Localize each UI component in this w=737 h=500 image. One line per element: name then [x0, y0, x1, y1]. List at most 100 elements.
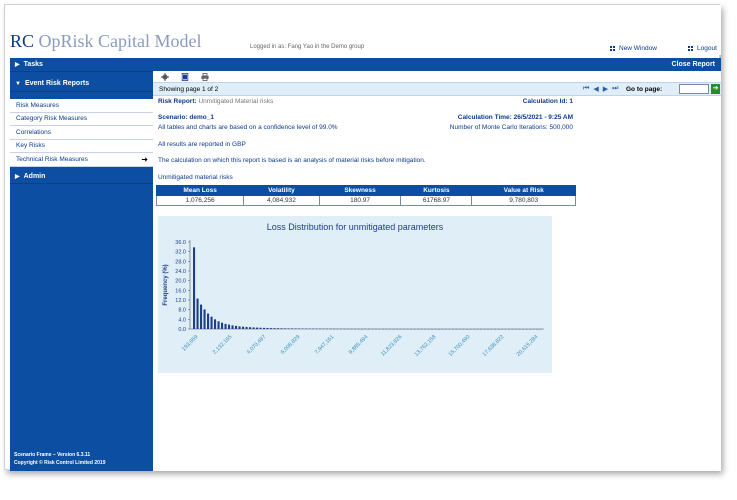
- confidence-text: All tables and charts are based on a con…: [158, 124, 338, 131]
- x-tick-label: 13,762,158: [414, 334, 438, 358]
- sidebar-event-risk-reports[interactable]: ▼ Event Risk Reports: [10, 76, 153, 92]
- close-report-button[interactable]: Close Report: [671, 61, 715, 68]
- x-tick-label: 193,659: [181, 334, 199, 352]
- sidebar-item-label: Category Risk Measures: [16, 115, 88, 123]
- sidebar-item-label: Correlations: [16, 128, 52, 136]
- last-page-icon[interactable]: ⏭: [612, 85, 619, 92]
- stats-value: 1,076,256: [155, 195, 245, 206]
- sidebar-event-risk-reports-label: Event Risk Reports: [24, 80, 90, 87]
- x-tick-label: 17,638,822: [482, 334, 506, 358]
- go-arrow-icon[interactable]: ➔: [711, 84, 720, 94]
- calc-time: Calculation Time: 26/5/2021 - 9:25 AM: [457, 114, 573, 121]
- chart-svg: Loss Distribution for unmitigated parame…: [163, 222, 544, 358]
- chart-bar: [252, 327, 255, 329]
- scenario-text: Scenario: demo_1: [158, 114, 214, 121]
- chart-bar: [284, 328, 287, 329]
- report-topbar: Close Report: [153, 58, 721, 71]
- y-tick-label: 32.0: [175, 250, 186, 256]
- chart-bar: [263, 327, 266, 329]
- chart-bar: [245, 326, 248, 329]
- chart-bar: [242, 326, 245, 329]
- stats-header: Kurtosis: [400, 185, 473, 196]
- chart-bar: [238, 326, 241, 329]
- sidebar-item-label: Key Risks: [16, 142, 45, 150]
- chart-bar: [259, 327, 262, 329]
- sidebar-item-label: Technical Risk Measures: [16, 155, 88, 163]
- chart-bar: [256, 327, 259, 329]
- sidebar-item-category-risk-measures[interactable]: Category Risk Measures: [10, 112, 153, 126]
- sidebar-item-key-risks[interactable]: Key Risks: [10, 139, 153, 153]
- gear-icon[interactable]: [161, 72, 169, 81]
- x-tick-label: 2,132,165: [212, 334, 234, 356]
- sidebar-tasks[interactable]: ▶ Tasks: [10, 58, 153, 72]
- chart-bar: [200, 304, 203, 329]
- stats-value: 61768.97: [400, 195, 473, 206]
- y-tick-label: 28.0: [175, 259, 186, 265]
- logged-in-text: Logged in as: Fang Yao in the Demo group: [250, 44, 365, 50]
- y-tick-label: 36.0: [175, 240, 186, 246]
- x-tick-label: 20,615,284: [516, 334, 540, 358]
- triangle-right-icon: ▶: [15, 62, 20, 68]
- chart-bar: [235, 325, 238, 329]
- logo-title: OpRisk Capital Model: [34, 31, 202, 51]
- goto-label: Go to page:: [626, 86, 663, 93]
- chart-bar: [193, 247, 196, 329]
- chart-bar: [231, 325, 234, 329]
- first-page-icon[interactable]: ⏮: [583, 85, 590, 92]
- logout-link[interactable]: Logout: [688, 45, 717, 52]
- copyright-text: Copyright © Risk Control Limited 2019: [14, 460, 106, 466]
- sidebar-spacer: [10, 92, 153, 99]
- sidebar-tasks-label: Tasks: [23, 61, 43, 68]
- goto-page-input[interactable]: [679, 84, 709, 94]
- stats-value-row: 1,076,256 4,084,932 180.97 61768.97 9,78…: [155, 195, 576, 206]
- logout-icon: [688, 45, 694, 52]
- chart-axes: [189, 240, 544, 330]
- chart-bar: [210, 316, 213, 329]
- sidebar-item-risk-measures[interactable]: Risk Measures: [10, 99, 153, 113]
- logo-prefix: RC: [10, 31, 35, 51]
- stats-value: 4,084,932: [243, 195, 320, 206]
- arrow-right-icon: ➜: [141, 155, 148, 164]
- next-page-icon[interactable]: ▶: [602, 86, 609, 93]
- chart-bar: [266, 327, 269, 329]
- x-tick-label: 4,070,497: [246, 334, 268, 356]
- calc-id: Calculation Id: 1: [522, 98, 573, 105]
- document-icon[interactable]: [181, 72, 189, 81]
- chart-bar: [214, 319, 217, 329]
- main-panel: Close Report Showing page 1 of 2 ⏮ ◀ ▶ ⏭…: [153, 58, 721, 471]
- chart-bar: [228, 324, 231, 329]
- chart-ylabel: Frequency (%): [163, 264, 169, 305]
- print-icon[interactable]: [201, 72, 209, 81]
- chart-bar: [207, 313, 210, 329]
- risk-report-line: Risk Report: Unmitigated Material risks: [158, 98, 273, 105]
- sidebar-item-technical-risk-measures[interactable]: Technical Risk Measures ➜: [10, 153, 153, 167]
- app-window: RC OpRisk Capital Model Logged in as: Fa…: [4, 4, 721, 471]
- sidebar-admin[interactable]: ▶ Admin: [10, 169, 153, 184]
- chart-bar: [203, 309, 206, 329]
- basis-text: The calculation on which this report is …: [158, 157, 426, 164]
- risk-report-label: Risk Report:: [158, 98, 197, 105]
- prev-page-icon[interactable]: ◀: [593, 86, 599, 93]
- y-tick-label: 4.0: [178, 317, 186, 323]
- stats-table: Mean Loss Volatility Skewness Kurtosis V…: [155, 185, 576, 206]
- chart-bar: [277, 328, 280, 329]
- x-tick-label: 15,700,490: [448, 334, 472, 358]
- logout-label: Logout: [697, 45, 717, 52]
- stats-header: Skewness: [318, 185, 402, 196]
- chart-bars: [193, 247, 542, 330]
- sidebar-item-correlations[interactable]: Correlations: [10, 126, 153, 140]
- sidebar: ▶ Tasks ▼ Event Risk Reports Risk Measur…: [10, 58, 153, 471]
- stats-header: Volatility: [243, 185, 320, 196]
- x-tick-label: 6,008,829: [280, 334, 302, 356]
- stats-header-row: Mean Loss Volatility Skewness Kurtosis V…: [155, 185, 576, 196]
- chart-bar: [217, 321, 220, 329]
- sidebar-item-label: Risk Measures: [16, 101, 59, 109]
- triangle-right-icon: ▶: [15, 173, 20, 180]
- chart-bar: [294, 328, 297, 329]
- section-title: Unmitigated material risks: [158, 174, 233, 181]
- loss-distribution-chart: Loss Distribution for unmitigated parame…: [158, 216, 552, 373]
- chart-bar: [291, 328, 294, 329]
- new-window-link[interactable]: New Window: [610, 45, 657, 52]
- report-toolbar: [153, 71, 721, 82]
- y-tick-label: 0.0: [178, 327, 186, 333]
